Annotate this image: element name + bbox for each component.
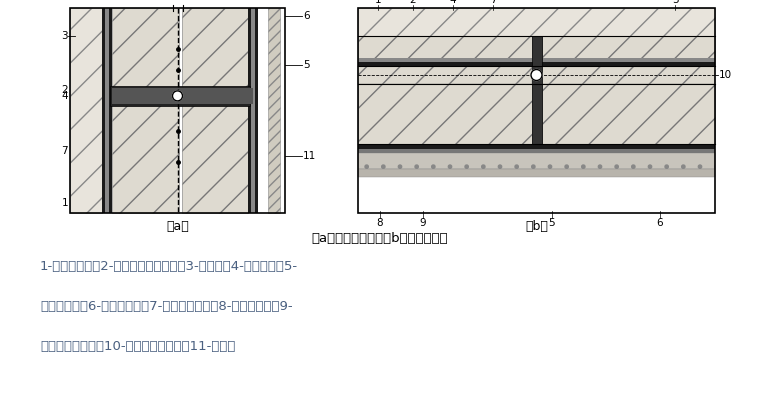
Bar — [112, 8, 179, 213]
Text: 11: 11 — [303, 151, 316, 161]
Circle shape — [173, 91, 182, 101]
Text: 6: 6 — [657, 218, 663, 228]
Text: 8: 8 — [377, 218, 383, 228]
Bar — [251, 8, 255, 213]
Bar — [541, 84, 715, 144]
Bar — [110, 86, 250, 106]
Text: 1-需防水结构；2-浸过沥青的木丝板；3-止水带；4-填缝油膏；5-: 1-需防水结构；2-浸过沥青的木丝板；3-止水带；4-填缝油膏；5- — [40, 260, 298, 274]
Bar — [109, 8, 112, 213]
Bar — [255, 8, 258, 213]
Bar — [358, 36, 531, 66]
Text: 1: 1 — [375, 0, 382, 5]
Text: 4: 4 — [62, 91, 68, 101]
Text: 5: 5 — [548, 218, 555, 228]
Bar — [358, 169, 715, 177]
Bar — [358, 58, 715, 62]
Bar — [358, 84, 531, 144]
Bar — [268, 8, 280, 213]
Bar — [541, 36, 715, 66]
Text: 2: 2 — [62, 85, 68, 95]
Bar — [105, 8, 109, 213]
Text: 2: 2 — [410, 0, 416, 5]
Bar — [248, 8, 251, 213]
Text: 3: 3 — [672, 0, 679, 5]
Bar — [182, 8, 248, 213]
Text: 水泥砂浆找平层；10-水泥砂浆保护层；11-保护墙: 水泥砂浆找平层；10-水泥砂浆保护层；11-保护墙 — [40, 341, 236, 353]
Text: 7: 7 — [489, 0, 496, 5]
Text: （b）: （b） — [525, 220, 548, 233]
Bar — [102, 8, 105, 213]
Text: 5: 5 — [303, 60, 309, 71]
Bar — [531, 36, 541, 144]
Bar — [358, 153, 715, 169]
Text: 7: 7 — [62, 147, 68, 156]
Bar — [358, 149, 715, 153]
Bar — [112, 88, 253, 104]
Bar — [358, 144, 715, 149]
Text: 卷材附加层；6-卷材防水层；7-水泥砂浆面层；8-混凝土垫层；9-: 卷材附加层；6-卷材防水层；7-水泥砂浆面层；8-混凝土垫层；9- — [40, 301, 293, 314]
Text: 6: 6 — [303, 11, 309, 21]
Bar — [70, 8, 102, 213]
Bar — [358, 62, 715, 66]
Text: 10: 10 — [719, 70, 732, 80]
Text: （a）墙体变形缝；（b）底板变形缝: （a）墙体变形缝；（b）底板变形缝 — [312, 231, 448, 245]
Text: 4: 4 — [450, 0, 456, 5]
Bar — [358, 8, 715, 36]
Text: 1: 1 — [62, 198, 68, 208]
Bar — [358, 66, 531, 84]
Text: 3: 3 — [62, 31, 68, 41]
Circle shape — [531, 69, 542, 81]
Text: （a）: （a） — [166, 220, 189, 233]
Text: 9: 9 — [420, 218, 426, 228]
Bar — [70, 8, 285, 213]
Bar — [358, 8, 715, 213]
Bar — [541, 66, 715, 84]
